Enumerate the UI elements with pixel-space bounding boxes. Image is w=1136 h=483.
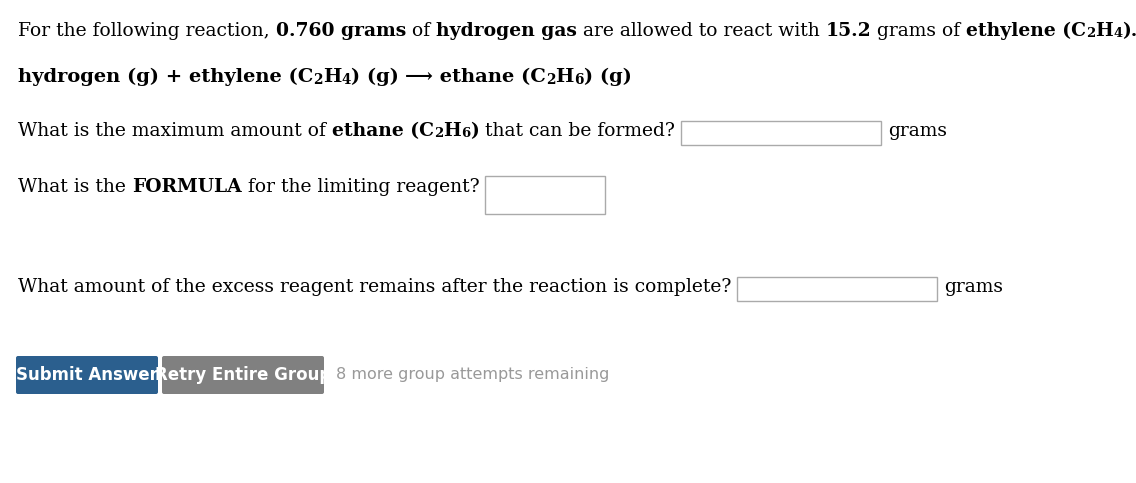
Text: that can be formed?: that can be formed? — [479, 122, 675, 140]
Text: of: of — [406, 22, 436, 40]
FancyBboxPatch shape — [162, 356, 324, 394]
Text: ) (g): ) (g) — [351, 68, 406, 86]
Text: 2: 2 — [1086, 27, 1095, 40]
Text: hydrogen (g) + ethylene (C: hydrogen (g) + ethylene (C — [18, 68, 314, 86]
Text: H: H — [556, 68, 574, 86]
Text: ).: ). — [1122, 22, 1136, 40]
Text: For the following reaction,: For the following reaction, — [18, 22, 276, 40]
Text: What is the maximum amount of: What is the maximum amount of — [18, 122, 332, 140]
Text: What amount of the excess reagent remains after the reaction is complete?: What amount of the excess reagent remain… — [18, 278, 732, 296]
Text: 6: 6 — [461, 127, 470, 140]
Text: 6: 6 — [574, 73, 584, 87]
Text: ): ) — [470, 122, 479, 140]
Text: H: H — [323, 68, 341, 86]
Text: grams: grams — [887, 122, 946, 140]
Text: 4: 4 — [1113, 27, 1122, 40]
Text: ethane (C: ethane (C — [433, 68, 546, 86]
Text: 15.2: 15.2 — [826, 22, 871, 40]
Text: are allowed to react with: are allowed to react with — [577, 22, 826, 40]
Text: ethylene (C: ethylene (C — [967, 22, 1086, 40]
Text: grams of: grams of — [871, 22, 967, 40]
Text: H: H — [1095, 22, 1113, 40]
Text: Submit Answer: Submit Answer — [16, 366, 158, 384]
Text: for the limiting reagent?: for the limiting reagent? — [242, 178, 479, 196]
Text: FORMULA: FORMULA — [132, 178, 242, 196]
Text: 4: 4 — [341, 73, 351, 87]
Text: 8 more group attempts remaining: 8 more group attempts remaining — [336, 368, 609, 383]
FancyBboxPatch shape — [680, 121, 880, 145]
Text: 2: 2 — [434, 127, 443, 140]
Text: hydrogen gas: hydrogen gas — [436, 22, 577, 40]
Text: 0.760 grams: 0.760 grams — [276, 22, 406, 40]
Text: grams: grams — [944, 278, 1003, 296]
Text: What is the: What is the — [18, 178, 132, 196]
Text: ) (g): ) (g) — [584, 68, 632, 86]
Text: 2: 2 — [314, 73, 323, 87]
FancyBboxPatch shape — [485, 176, 605, 214]
Text: Retry Entire Group: Retry Entire Group — [154, 366, 331, 384]
Text: 2: 2 — [546, 73, 556, 87]
Text: ⟶: ⟶ — [406, 68, 433, 86]
FancyBboxPatch shape — [737, 277, 937, 301]
Text: ethane (C: ethane (C — [332, 122, 434, 140]
Text: H: H — [443, 122, 461, 140]
FancyBboxPatch shape — [16, 356, 158, 394]
